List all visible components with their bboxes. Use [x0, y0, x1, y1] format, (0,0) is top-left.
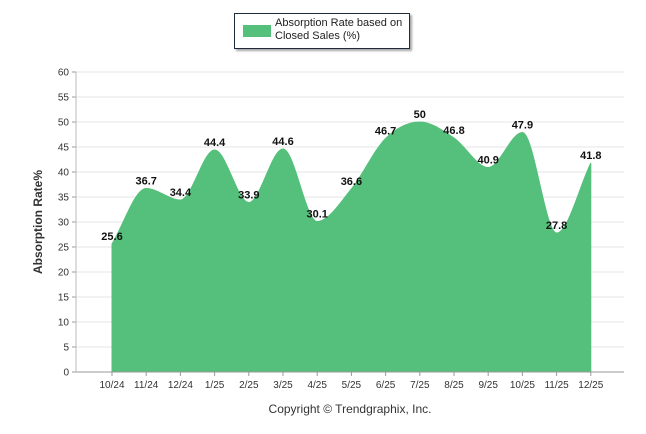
y-axis-ticks: 0 5 10 15 20 25 30 35 40 45 50 55 60 — [58, 68, 77, 379]
x-tick-label: 9/25 — [478, 380, 498, 391]
data-label: 50 — [414, 109, 426, 121]
x-tick-label: 12/24 — [168, 380, 193, 391]
x-tick-label: 10/25 — [510, 380, 535, 391]
legend-label: Absorption Rate based on Closed Sales (%… — [275, 17, 403, 42]
data-label: 41.8 — [580, 150, 601, 162]
x-tick-label: 6/25 — [376, 380, 396, 391]
data-label: 44.4 — [204, 137, 226, 149]
x-tick-label: 5/25 — [342, 380, 362, 391]
data-labels: 25.6 36.7 34.4 44.4 33.9 44.6 30.1 36.6 46.7 50 46… — [101, 109, 601, 243]
data-label: 36.6 — [341, 176, 362, 188]
y-tick-label: 40 — [58, 168, 70, 179]
y-tick-label: 50 — [58, 118, 70, 129]
x-tick-label: 7/25 — [410, 380, 430, 391]
x-tick-label: 11/24 — [134, 380, 159, 391]
y-axis-title: Absorption Rate% — [31, 170, 45, 274]
y-tick-label: 20 — [58, 268, 70, 279]
data-label: 40.9 — [477, 155, 498, 167]
x-tick-label: 11/25 — [544, 380, 569, 391]
y-tick-label: 5 — [63, 343, 69, 354]
data-label: 25.6 — [101, 231, 122, 243]
data-label: 46.8 — [443, 125, 464, 137]
y-tick-label: 25 — [58, 243, 70, 254]
data-label: 34.4 — [170, 187, 192, 199]
x-tick-label: 3/25 — [273, 380, 293, 391]
legend-swatch — [243, 25, 271, 37]
data-label: 47.9 — [512, 120, 533, 132]
x-tick-label: 8/25 — [444, 380, 464, 391]
x-tick-label: 12/25 — [578, 380, 603, 391]
data-label: 44.6 — [272, 136, 293, 148]
data-label: 33.9 — [238, 190, 259, 202]
data-label: 30.1 — [306, 209, 327, 221]
y-tick-label: 0 — [63, 368, 69, 379]
copyright-footer: Copyright © Trendgraphix, Inc. — [268, 402, 432, 416]
x-tick-label: 10/24 — [99, 380, 124, 391]
y-tick-label: 10 — [58, 318, 70, 329]
legend[interactable]: Absorption Rate based on Closed Sales (%… — [234, 13, 410, 49]
y-tick-label: 15 — [58, 293, 70, 304]
data-label: 27.8 — [546, 220, 567, 232]
data-label: 46.7 — [375, 126, 396, 138]
y-tick-label: 35 — [58, 193, 70, 204]
series-area — [111, 121, 592, 373]
y-tick-label: 60 — [58, 68, 70, 79]
area-series — [111, 121, 592, 373]
x-tick-label: 2/25 — [239, 380, 259, 391]
x-axis: 10/24 11/24 12/24 1/25 2/25 3/25 4/25 5/25 6/25 7… — [76, 371, 624, 391]
y-tick-label: 30 — [58, 218, 70, 229]
x-tick-label: 4/25 — [307, 380, 327, 391]
y-tick-label: 45 — [58, 143, 70, 154]
data-label: 36.7 — [135, 176, 156, 188]
x-tick-label: 1/25 — [205, 380, 225, 391]
y-tick-label: 55 — [58, 93, 70, 104]
